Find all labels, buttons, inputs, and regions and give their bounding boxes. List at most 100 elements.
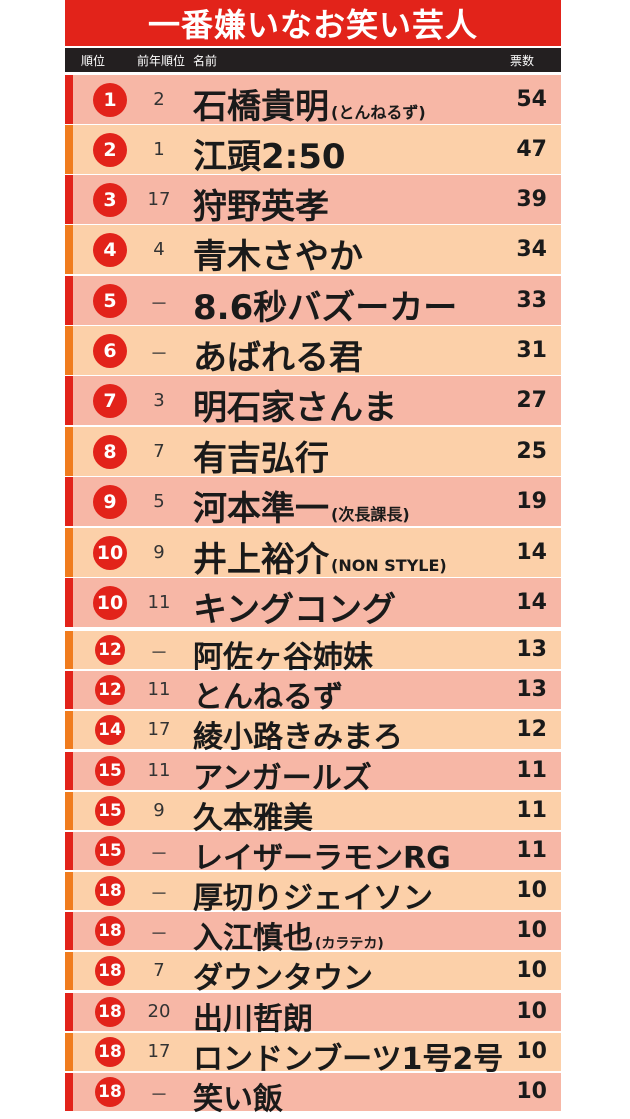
row-background: [73, 792, 561, 830]
rank-badge: 15: [95, 836, 125, 866]
comedian-name-main: 有吉弘行: [193, 439, 329, 480]
comedian-name: 笑い飯: [193, 1074, 283, 1118]
comedian-name: あばれる君: [193, 330, 363, 379]
comedian-name-main: 久本雅美: [193, 801, 313, 836]
comedian-name: 阿佐ヶ谷姉妹: [193, 632, 373, 676]
comedian-name-main: とんねるず: [193, 680, 343, 715]
vote-count: 34: [516, 236, 547, 262]
vote-count: 10: [516, 878, 547, 903]
row-background: [73, 912, 561, 950]
list-item: 18 － 笑い飯 10: [65, 1073, 561, 1117]
prev-rank: 4: [153, 238, 165, 260]
prev-rank: －: [150, 343, 168, 365]
comedian-name: ダウンタウン: [193, 953, 373, 997]
vote-count: 25: [516, 438, 547, 464]
row-accent-bar: [65, 376, 73, 425]
list-item: 12 11 とんねるず 13: [65, 671, 561, 715]
list-item: 18 － 入江慎也 (カラテカ) 10: [65, 912, 561, 956]
header-prev-rank: 前年順位: [137, 54, 186, 68]
comedian-name-main: 井上裕介: [193, 540, 329, 581]
rank-badge: 15: [95, 796, 125, 826]
rank-badge: 2: [93, 132, 127, 167]
comedian-name-main: 石橋貴明: [193, 87, 329, 128]
vote-count: 10: [516, 1079, 547, 1104]
row-accent-bar: [65, 631, 73, 669]
rank-badge: 3: [93, 182, 127, 217]
row-accent-bar: [65, 578, 73, 627]
row-background: [73, 427, 561, 476]
vote-count: 14: [516, 539, 547, 565]
rank-badge: 6: [93, 333, 127, 368]
prev-rank: 1: [153, 138, 165, 160]
comedian-name-main: 青木さやか: [193, 237, 363, 278]
rank-badge: 7: [93, 383, 127, 418]
list-item: 18 20 出川哲朗 10: [65, 993, 561, 1037]
comedian-name-main: 出川哲朗: [193, 1002, 313, 1037]
list-item: 4 4 青木さやか 34: [65, 225, 561, 277]
prev-rank: 7: [153, 440, 165, 462]
row-background: [73, 477, 561, 526]
vote-count: 10: [516, 918, 547, 943]
comedian-name: 井上裕介 (NON STYLE): [193, 532, 447, 581]
list-item: 10 11 キングコング 14: [65, 578, 561, 631]
list-item: 2 1 江頭2:50 47: [65, 125, 561, 177]
vote-count: 47: [516, 136, 547, 162]
prev-rank: 11: [147, 591, 171, 613]
title-bar: 一番嫌いなお笑い芸人: [65, 0, 561, 46]
row-accent-bar: [65, 75, 73, 124]
list-item: 7 3 明石家さんま 27: [65, 376, 561, 428]
comedian-group: (NON STYLE): [331, 556, 447, 576]
comedian-name-main: 綾小路きみまろ: [193, 720, 403, 755]
comedian-group: (カラテカ): [315, 936, 384, 952]
vote-count: 11: [516, 758, 547, 783]
comedian-name: 有吉弘行: [193, 431, 329, 480]
row-accent-bar: [65, 528, 73, 577]
vote-count: 39: [516, 186, 547, 212]
vote-count: 12: [516, 717, 547, 742]
header-name: 名前: [193, 54, 218, 68]
prev-rank: 17: [147, 719, 171, 740]
comedian-name-main: ダウンタウン: [193, 961, 373, 996]
comedian-name: ロンドンブーツ1号2号: [193, 1034, 503, 1078]
prev-rank: 17: [147, 188, 171, 210]
row-background: [73, 175, 561, 224]
comedian-name-main: レイザーラモンRG: [193, 841, 451, 876]
list-item: 15 － レイザーラモンRG 11: [65, 832, 561, 876]
row-background: [73, 75, 561, 124]
rank-badge: 18: [95, 1077, 125, 1107]
rank-badge: 18: [95, 876, 125, 906]
prev-rank: 5: [153, 490, 165, 512]
comedian-name: 入江慎也 (カラテカ): [193, 913, 384, 957]
page-title: 一番嫌いなお笑い芸人: [147, 6, 478, 44]
rank-badge: 10: [93, 535, 127, 570]
list-item: 15 11 アンガールズ 11: [65, 752, 561, 796]
rank-badge: 15: [95, 756, 125, 786]
vote-count: 54: [516, 86, 547, 112]
row-background: [73, 376, 561, 425]
rank-badge: 1: [93, 82, 127, 117]
list-item: 18 － 厚切りジェイソン 10: [65, 872, 561, 916]
comedian-name-main: キングコング: [193, 590, 396, 631]
prev-rank: －: [150, 1085, 168, 1106]
comedian-name-main: 阿佐ヶ谷姉妹: [193, 640, 373, 675]
prev-rank: 11: [147, 679, 171, 700]
comedian-name: 江頭2:50: [193, 129, 346, 178]
rank-badge: 18: [95, 1037, 125, 1067]
vote-count: 10: [516, 958, 547, 983]
prev-rank: 3: [153, 389, 165, 411]
list-item: 15 9 久本雅美 11: [65, 792, 561, 836]
row-background: [73, 578, 561, 627]
row-accent-bar: [65, 872, 73, 910]
rank-badge: 12: [95, 675, 125, 705]
prev-rank: 2: [153, 88, 165, 110]
comedian-name: レイザーラモンRG: [193, 833, 451, 877]
row-accent-bar: [65, 125, 73, 174]
rank-badge: 14: [95, 715, 125, 745]
comedian-name: 青木さやか: [193, 229, 363, 278]
row-accent-bar: [65, 993, 73, 1031]
list-item: 5 － 8.6秒バズーカー 33: [65, 276, 561, 328]
header-votes: 票数: [510, 54, 535, 68]
vote-count: 13: [516, 637, 547, 662]
list-item: 18 7 ダウンタウン 10: [65, 952, 561, 996]
row-background: [73, 631, 561, 669]
